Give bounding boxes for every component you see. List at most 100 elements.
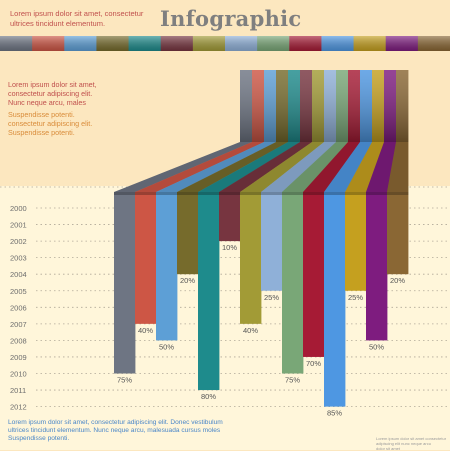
year-label: 2003	[10, 254, 27, 263]
back-column-shade	[384, 70, 397, 142]
year-labels: 2000 2001 2002 2003 2004 2005 2006 2007 2008 2009…	[10, 204, 27, 412]
back-column-shade	[372, 70, 385, 142]
back-column-shade	[324, 70, 337, 142]
floor-ribbon	[114, 142, 253, 192]
bar	[219, 192, 241, 242]
bar-top-shade	[219, 192, 241, 195]
value-label: 25%	[348, 293, 363, 302]
value-label: 50%	[369, 342, 384, 351]
bar-top-shade	[114, 192, 136, 195]
back-column-shade	[240, 70, 253, 142]
floor-ribbon	[345, 142, 385, 192]
floor-ribbon	[156, 142, 277, 192]
page-title: Infographic	[160, 6, 302, 31]
floor-ribbon	[387, 142, 409, 192]
bar-backs	[240, 70, 409, 142]
floor-ribbon	[303, 142, 361, 192]
floor-ribbon	[198, 142, 301, 192]
year-label: 2010	[10, 370, 27, 379]
value-label: 85%	[327, 409, 342, 418]
footer-text-line: Suspendisse potenti.	[8, 435, 70, 442]
floor-ribbon-shade	[240, 142, 325, 192]
bar	[345, 192, 367, 291]
year-label: 2012	[10, 403, 27, 412]
value-label: 40%	[243, 326, 258, 335]
color-strip	[0, 36, 450, 51]
bar-top-shade	[177, 192, 199, 195]
value-label: 40%	[138, 326, 153, 335]
back-column-shade	[348, 70, 361, 142]
year-label: 2007	[10, 320, 27, 329]
bar-top-shade	[135, 192, 157, 195]
back-column-shade	[396, 70, 409, 142]
value-labels: 75% 40% 50% 20% 80% 10% 40% 25% 75% 70% 85% 25% 50% 2…	[117, 243, 405, 418]
bar-top-shade	[240, 192, 262, 195]
back-column-shade	[300, 70, 313, 142]
bar-top-shade	[261, 192, 283, 195]
floor-ribbon-shade	[387, 142, 409, 192]
side-text-line: consectetur adipiscing elit.	[8, 119, 93, 128]
bar	[282, 192, 304, 374]
value-label: 20%	[180, 276, 195, 285]
floor-ribbon-shade	[156, 142, 277, 192]
side-text-line: Lorem ipsum dolor sit amet,	[8, 80, 97, 89]
floor-ribbon-shade	[177, 142, 289, 192]
floor-ribbon-shade	[135, 142, 265, 192]
year-label: 2005	[10, 287, 27, 296]
value-label: 50%	[159, 342, 174, 351]
bar	[261, 192, 283, 291]
side-text-line: Nunc neque arcu, males	[8, 98, 86, 107]
bar	[303, 192, 325, 357]
back-column-shade	[336, 70, 349, 142]
floor-ribbon	[240, 142, 325, 192]
floor-ribbon	[261, 142, 337, 192]
floor-ribbon-shade	[282, 142, 349, 192]
bar-top-shade	[156, 192, 178, 195]
value-label: 80%	[201, 392, 216, 401]
back-column-shade	[264, 70, 277, 142]
bar-floor	[114, 142, 409, 192]
floor-ribbon-shade	[366, 142, 397, 192]
value-label: 70%	[306, 359, 321, 368]
bar	[240, 192, 262, 324]
bar	[135, 192, 157, 324]
year-label: 2008	[10, 336, 27, 345]
floor-ribbon	[282, 142, 349, 192]
back-column-shade	[360, 70, 373, 142]
bar-top-shade	[282, 192, 304, 195]
value-label: 10%	[222, 243, 237, 252]
year-label: 2001	[10, 221, 27, 230]
bar	[177, 192, 199, 275]
year-label: 2000	[10, 204, 27, 213]
floor-ribbon	[135, 142, 265, 192]
year-label: 2011	[10, 386, 26, 395]
bar	[387, 192, 409, 275]
bar-top-shade	[303, 192, 325, 195]
year-label: 2004	[10, 270, 27, 279]
header-text-line: Lorem ipsum dolor sit amet, consectetur	[10, 9, 144, 18]
year-label: 2006	[10, 303, 27, 312]
bar	[324, 192, 346, 407]
footnote-line: adipiscing elit nunc neque arcu	[376, 441, 431, 446]
side-text-line: Suspendisse potenti.	[8, 110, 75, 119]
bar	[198, 192, 220, 391]
header-text-line: ultrices tincidunt elementum.	[10, 19, 106, 28]
bar	[114, 192, 136, 374]
back-column-shade	[288, 70, 301, 142]
bar	[366, 192, 388, 341]
back-column-shade	[276, 70, 289, 142]
year-label: 2002	[10, 237, 27, 246]
bar-top-shade	[324, 192, 346, 195]
side-text-line: consectetur adipiscing elit.	[8, 89, 93, 98]
floor-ribbon-shade	[114, 142, 253, 192]
floor-ribbon-shade	[261, 142, 337, 192]
bars	[114, 192, 409, 407]
bar-top-shade	[198, 192, 220, 195]
bar-top-shade	[345, 192, 367, 195]
back-column-shade	[252, 70, 265, 142]
value-label: 25%	[264, 293, 279, 302]
value-label: 75%	[117, 376, 132, 385]
value-label: 75%	[285, 376, 300, 385]
